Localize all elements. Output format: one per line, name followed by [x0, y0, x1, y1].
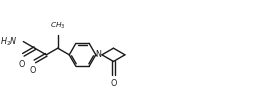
Text: $CH_3$: $CH_3$ — [50, 21, 65, 31]
Text: O: O — [18, 60, 24, 69]
Text: $H_2N$: $H_2N$ — [0, 35, 18, 48]
Text: O: O — [30, 66, 36, 75]
Text: O: O — [110, 79, 117, 88]
Text: N: N — [96, 50, 102, 59]
